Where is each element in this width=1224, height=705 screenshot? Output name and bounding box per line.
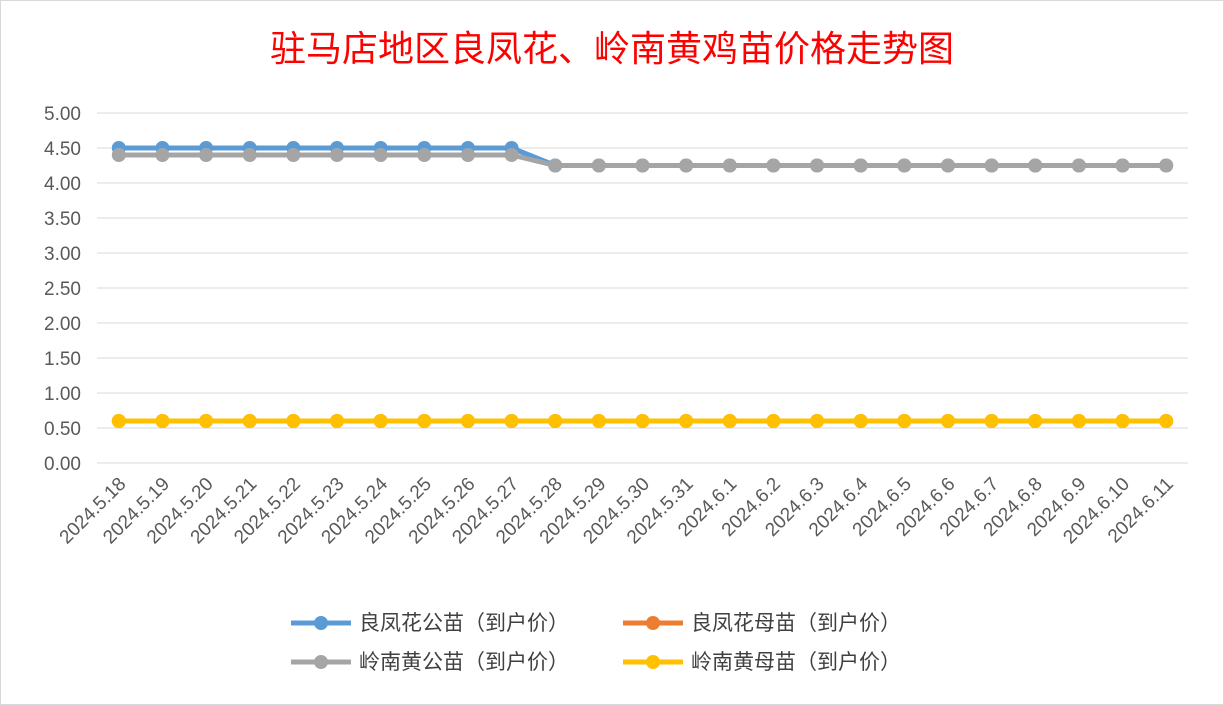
data-point [504,148,519,162]
data-point [853,158,868,173]
data-point [548,414,563,428]
data-point [897,158,912,173]
y-tick-label: 5.00 [44,104,81,125]
series-lines [111,141,1174,428]
data-point [548,158,563,173]
y-tick-label: 2.00 [44,314,81,335]
data-point [417,414,432,428]
data-point [199,414,214,428]
data-point [1071,158,1086,173]
data-point [1115,158,1130,173]
data-point [853,414,868,428]
data-point [766,158,781,173]
data-point [417,148,432,162]
y-tick-label: 3.00 [44,244,81,265]
data-point [722,158,737,173]
data-point [199,148,214,162]
legend-label: 良凤花公苗（到户价） [359,611,569,635]
legend-label: 良凤花母苗（到户价） [691,611,901,635]
y-axis-ticks: 0.00 0.50 1.00 1.50 2.00 2.50 3.00 3.50 4.00 4.50… [44,104,81,475]
data-point [1159,414,1174,428]
legend-entry: 岭南黄公苗（到户价） [291,650,569,674]
y-tick-label: 4.50 [44,139,81,160]
data-point [984,414,999,428]
legend: 良凤花公苗（到户价） 良凤花母苗（到户价） 岭南黄公苗（到户价） 岭南黄母苗（到户价） [291,611,901,674]
data-point [1159,158,1174,173]
data-point [635,414,650,428]
data-point [155,414,170,428]
data-point [242,414,257,428]
data-point [504,414,519,428]
data-point [286,148,301,162]
series-4 [111,414,1174,428]
data-point [373,414,388,428]
y-tick-label: 0.50 [44,419,81,440]
data-point [1028,414,1043,428]
data-point [810,414,825,428]
legend-entry: 良凤花母苗（到户价） [623,611,901,635]
data-point [330,148,345,162]
y-tick-label: 1.00 [44,384,81,405]
data-point [766,414,781,428]
data-point [111,148,126,162]
y-tick-label: 3.50 [44,209,81,230]
legend-marker [314,616,328,630]
y-tick-label: 1.50 [44,349,81,370]
data-point [679,158,694,173]
y-tick-label: 2.50 [44,279,81,300]
data-point [810,158,825,173]
data-point [373,148,388,162]
data-point [1028,158,1043,173]
data-point [897,414,912,428]
legend-label: 岭南黄公苗（到户价） [359,650,569,674]
data-point [635,158,650,173]
y-tick-label: 0.00 [44,454,81,475]
data-point [330,414,345,428]
legend-marker [646,655,660,669]
y-tick-label: 4.00 [44,174,81,195]
data-point [111,414,126,428]
data-point [242,148,257,162]
data-point [155,148,170,162]
data-point [1115,414,1130,428]
data-point [940,158,955,173]
chart-title: 驻马店地区良凤花、岭南黄鸡苗价格走势图 [270,29,954,70]
legend-marker [646,616,660,630]
data-point [460,414,475,428]
series-3 [111,148,1174,173]
data-point [940,414,955,428]
data-point [679,414,694,428]
gridlines [97,112,1188,464]
data-point [286,414,301,428]
data-point [1071,414,1086,428]
data-point [460,148,475,162]
data-point [722,414,737,428]
data-point [591,158,606,173]
legend-entry: 岭南黄母苗（到户价） [623,650,901,674]
x-axis-ticks: 2024.5.182024.5.192024.5.202024.5.212024… [56,473,1178,548]
data-point [591,414,606,428]
data-point [984,158,999,173]
legend-entry: 良凤花公苗（到户价） [291,611,569,635]
legend-marker [314,655,328,669]
legend-label: 岭南黄母苗（到户价） [691,650,901,674]
